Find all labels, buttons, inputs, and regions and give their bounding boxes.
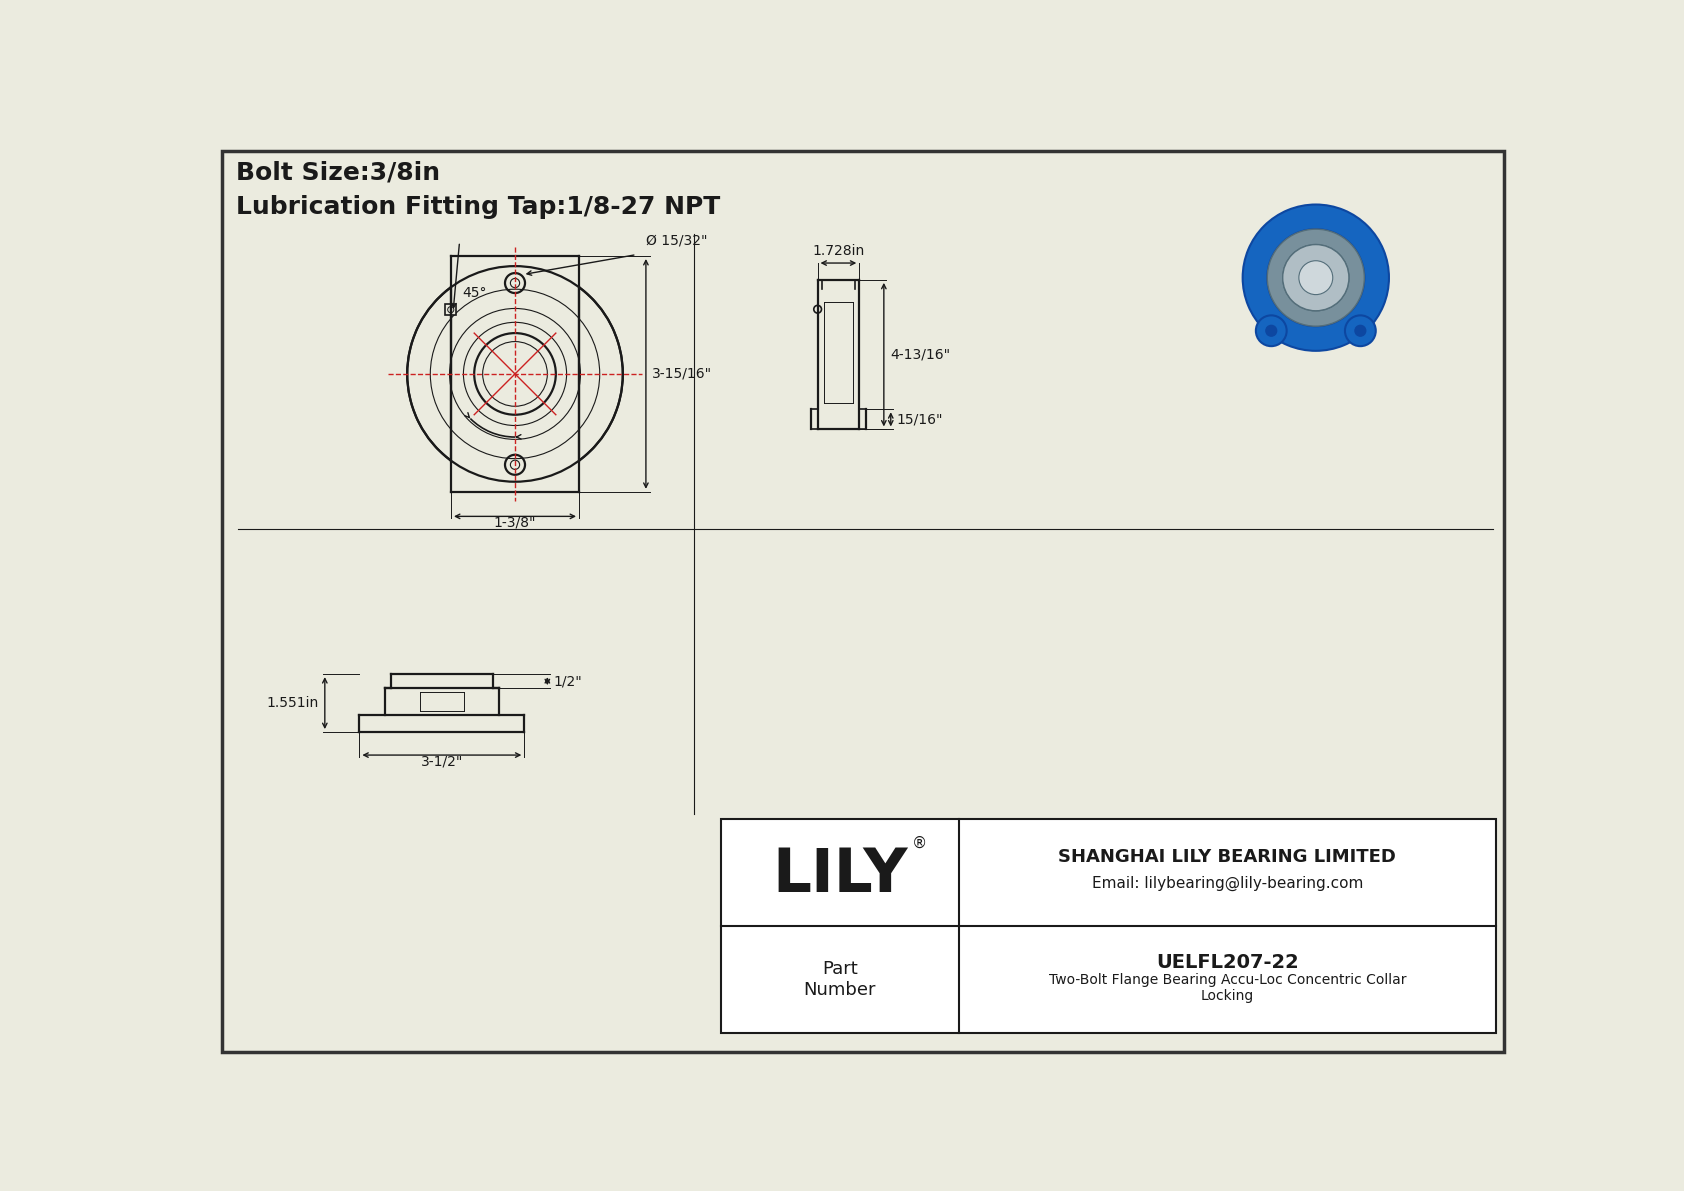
- Text: 15/16": 15/16": [898, 412, 943, 426]
- Circle shape: [1298, 261, 1332, 294]
- Circle shape: [1346, 316, 1376, 347]
- Circle shape: [1266, 325, 1276, 336]
- Text: 3-15/16": 3-15/16": [652, 367, 712, 381]
- Circle shape: [1356, 325, 1366, 336]
- Text: Part
Number: Part Number: [803, 960, 876, 998]
- Text: Email: lilybearing@lily-bearing.com: Email: lilybearing@lily-bearing.com: [1091, 877, 1362, 891]
- Text: UELFL207-22: UELFL207-22: [1155, 953, 1298, 972]
- Text: 1.728in: 1.728in: [812, 244, 864, 258]
- Text: Bolt Size:3/8in: Bolt Size:3/8in: [236, 161, 441, 185]
- Text: LILY: LILY: [773, 847, 908, 905]
- Text: Lubrication Fitting Tap:1/8-27 NPT: Lubrication Fitting Tap:1/8-27 NPT: [236, 195, 721, 219]
- Text: 1-3/8": 1-3/8": [493, 516, 536, 529]
- Text: Two-Bolt Flange Bearing Accu-Loc Concentric Collar
Locking: Two-Bolt Flange Bearing Accu-Loc Concent…: [1049, 973, 1406, 1004]
- Text: Ø 15/32": Ø 15/32": [647, 233, 707, 248]
- Circle shape: [1256, 316, 1287, 347]
- Bar: [445, 304, 456, 316]
- Text: 1/2": 1/2": [554, 674, 583, 688]
- Wedge shape: [1243, 205, 1389, 351]
- Circle shape: [1283, 244, 1349, 311]
- Text: 45°: 45°: [463, 286, 487, 300]
- Text: SHANGHAI LILY BEARING LIMITED: SHANGHAI LILY BEARING LIMITED: [1058, 848, 1396, 866]
- Text: ®: ®: [913, 836, 928, 850]
- Wedge shape: [1268, 229, 1364, 326]
- Text: 3-1/2": 3-1/2": [421, 754, 463, 768]
- Text: 4-13/16": 4-13/16": [891, 348, 950, 362]
- Text: 1.551in: 1.551in: [266, 696, 318, 710]
- Bar: [721, 819, 1495, 1033]
